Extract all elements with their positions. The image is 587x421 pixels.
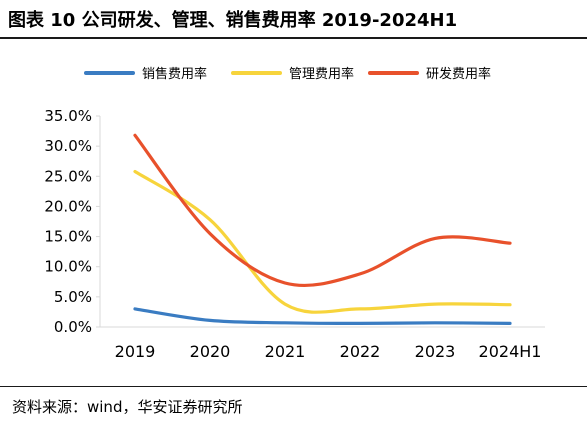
series-line-3 [133,133,512,288]
y-tick-label: 35.0% [44,107,92,125]
source-divider [0,386,587,387]
y-tick-label: 25.0% [44,167,92,185]
x-tick-label: 2022 [340,342,381,361]
x-tick-label: 2021 [265,342,306,361]
figure-title: 图表 10 公司研发、管理、销售费用率 2019-2024H1 [8,10,458,31]
y-tick-label: 5.0% [54,288,92,306]
chart-legend: 销售费用率 管理费用率 研发费用率 [84,66,491,82]
legend-label: 销售费用率 [142,66,207,82]
y-tick-label: 20.0% [44,197,92,215]
title-divider [0,37,587,39]
x-tick-label: 2024H1 [479,342,542,361]
y-tick-label: 30.0% [44,137,92,155]
x-tick-label: 2023 [415,342,456,361]
x-tick-label: 2019 [115,342,156,361]
y-tick-label: 10.0% [44,258,92,276]
x-tick-labels: 2019 2020 2021 2022 2023 2024H1 [115,342,542,361]
y-tick-label: 0.0% [54,318,92,336]
legend-label: 研发费用率 [426,66,491,82]
source-note: 资料来源：wind，华安证券研究所 [12,398,243,416]
line-chart: 销售费用率 管理费用率 研发费用率 0.0% 5.0% 10.0% 15.0% 20.0% 2… [44,66,545,361]
x-tick-label: 2020 [190,342,231,361]
series-line-2 [133,169,512,314]
y-tick-labels: 0.0% 5.0% 10.0% 15.0% 20.0% 25.0% 30.0% 35.0% [44,107,100,336]
series-line-1 [133,307,512,325]
y-tick-label: 15.0% [44,228,92,246]
series-lines [133,133,512,325]
legend-label: 管理费用率 [289,66,354,82]
